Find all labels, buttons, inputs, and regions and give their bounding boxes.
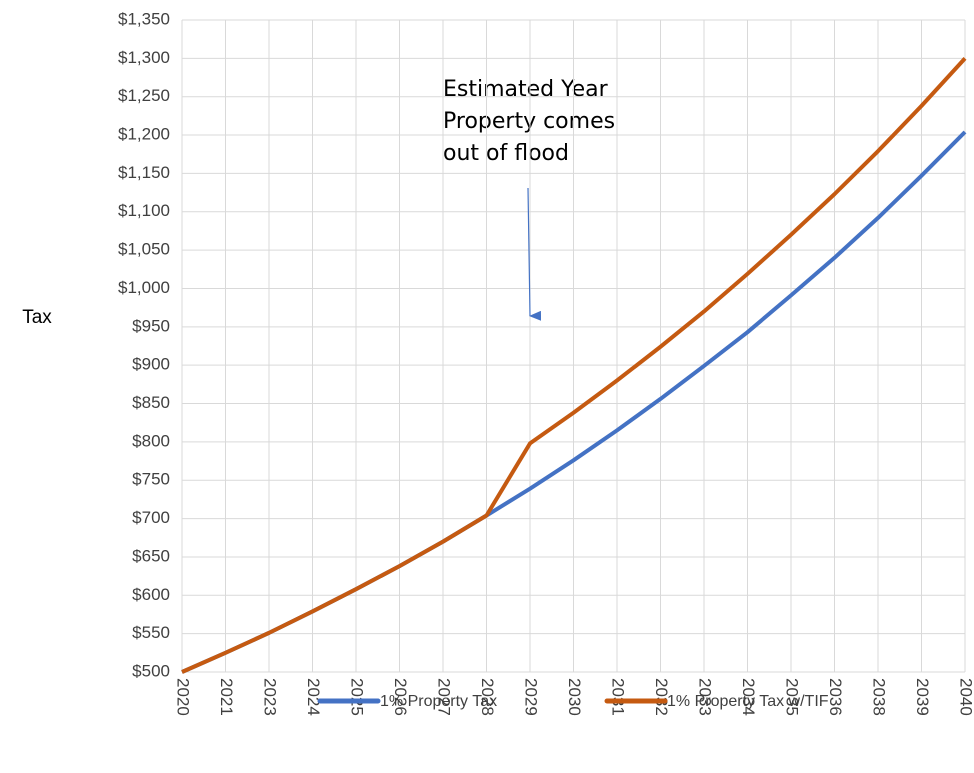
annotation-line: Estimated Year (443, 77, 609, 102)
x-tick-label: 2025 (348, 678, 367, 716)
annotation-arrow (527, 187, 542, 321)
x-tick-label: 2028 (478, 678, 497, 716)
y-tick-label: $550 (132, 623, 170, 642)
y-tick-label: $1,100 (118, 201, 170, 220)
x-tick-label: 2029 (522, 678, 541, 716)
x-tick-label: 2021 (217, 678, 236, 716)
y-tick-label: $650 (132, 546, 170, 565)
annotation-line: Property comes (443, 109, 615, 134)
y-tick-label: $900 (132, 355, 170, 374)
y-tick-label: $950 (132, 316, 170, 335)
x-tick-label: 2038 (870, 678, 889, 716)
y-tick-label: $1,350 (118, 9, 170, 28)
x-tick-label: 2030 (565, 678, 584, 716)
y-tick-label: $1,250 (118, 86, 170, 105)
y-tick-label: $850 (132, 393, 170, 412)
y-axis-label: Tax (22, 307, 52, 328)
y-tick-label: $1,150 (118, 163, 170, 182)
y-tick-label: $1,000 (118, 278, 170, 297)
y-tick-label: $800 (132, 431, 170, 450)
x-tick-label: 2032 (652, 678, 671, 716)
x-tick-label: 2036 (826, 678, 845, 716)
y-tick-label: $750 (132, 470, 170, 489)
y-tick-label: $700 (132, 508, 170, 527)
annotation: Estimated Year Property comes out of flo… (443, 77, 615, 166)
x-tick-label: 2034 (739, 678, 758, 716)
annotation-line: out of flood (443, 141, 569, 166)
x-tick-label: 2033 (696, 678, 715, 716)
x-tick-label: 2023 (261, 678, 280, 716)
y-tick-label: $1,050 (118, 240, 170, 259)
y-tick-label: $1,200 (118, 125, 170, 144)
series-line (181, 57, 967, 674)
x-tick-label: 2026 (391, 678, 410, 716)
x-tick-label: 2020 (174, 678, 193, 716)
x-tick-label: 2039 (913, 678, 932, 716)
x-tick-label: 2024 (304, 678, 323, 716)
y-tick-label: $1,300 (118, 48, 170, 67)
x-tick-label: 2040 (957, 678, 974, 716)
x-tick-label: 2035 (783, 678, 802, 716)
x-tick-label: 2031 (609, 678, 628, 716)
legend-label: 1% Property Tax w/TIF (667, 693, 829, 710)
y-tick-label: $500 (132, 661, 170, 680)
legend-label: 1% Property Tax (380, 693, 497, 710)
y-tick-label: $600 (132, 585, 170, 604)
x-tick-label: 2027 (435, 678, 454, 716)
